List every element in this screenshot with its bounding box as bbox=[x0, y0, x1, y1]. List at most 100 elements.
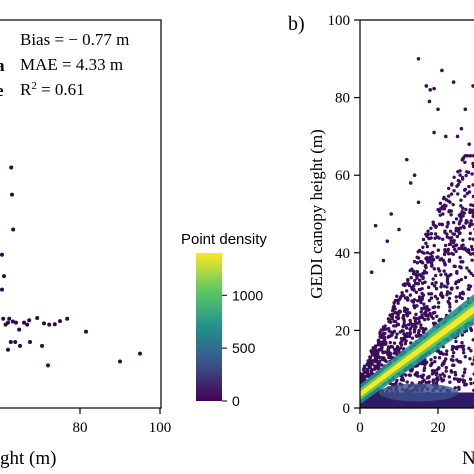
panel-b-cloud-point bbox=[458, 169, 462, 173]
panel-b-cloud-point bbox=[426, 317, 430, 321]
panel-b-cloud-point bbox=[445, 293, 449, 297]
panel-b-cloud-point bbox=[439, 376, 443, 380]
panel-b-cloud-point bbox=[393, 348, 398, 352]
panel-b-cloud-point bbox=[403, 341, 408, 346]
panel-b-cloud-point bbox=[417, 329, 421, 333]
panel-b-outlier-point bbox=[397, 227, 401, 232]
panel-b-cloud-point bbox=[471, 214, 474, 219]
panel-b-cloud-point bbox=[426, 375, 431, 380]
panel-a-point bbox=[18, 343, 22, 348]
panel-b-cloud-point bbox=[424, 380, 428, 385]
panel-b-cloud-point bbox=[386, 348, 391, 352]
panel-b-cloud-point bbox=[461, 344, 466, 348]
panel-b-cloud-point bbox=[438, 317, 442, 322]
panel-b-cloud-point bbox=[455, 234, 460, 239]
panel-b-cloud-point bbox=[449, 209, 454, 213]
panel-b-cloud-point bbox=[439, 273, 443, 277]
panel-b-cloud-point bbox=[471, 164, 474, 169]
panel-b-cloud-point bbox=[408, 318, 412, 323]
panel-b-cloud-point bbox=[433, 355, 437, 360]
panel-b-cloud-point bbox=[399, 343, 404, 347]
panel-b-cloud-point bbox=[442, 269, 446, 273]
panel-b-cloud-point bbox=[438, 292, 443, 297]
panel-b-cloud-point bbox=[465, 170, 469, 174]
panel-b-cloud-point bbox=[448, 309, 452, 313]
panel-b-cloud-point bbox=[375, 364, 380, 368]
panel-b-cloud-point bbox=[444, 352, 449, 356]
panel-b-cloud-point bbox=[414, 371, 419, 375]
panel-b-cloud-point bbox=[469, 271, 473, 276]
panel-b-cloud-point bbox=[444, 249, 448, 253]
panel-b-cloud-point bbox=[425, 306, 429, 311]
panel-b-cloud-point bbox=[437, 366, 441, 370]
panel-b-outlier-point bbox=[412, 173, 417, 177]
panel-b-cloud-point bbox=[400, 294, 404, 298]
panel-b-cloud-point bbox=[454, 229, 458, 233]
panel-b-cloud-point bbox=[407, 282, 411, 286]
panel-b-density-band-yellow bbox=[360, 305, 474, 398]
panel-b-cloud-point bbox=[436, 255, 440, 259]
panel-b-density-cloud bbox=[360, 154, 474, 408]
panel-a-point bbox=[10, 319, 15, 324]
panel-b-label: b) bbox=[288, 13, 305, 35]
panel-b-cloud-point bbox=[444, 198, 449, 202]
panel-b-cloud-point bbox=[433, 284, 437, 288]
panel-b-cloud-point bbox=[430, 257, 435, 261]
panel-b-cloud-point bbox=[429, 363, 433, 367]
panel-b-cloud-point bbox=[394, 335, 398, 340]
colorbar-tick-label: 500 bbox=[232, 340, 256, 356]
panel-b-cloud-point bbox=[468, 224, 472, 228]
panel-b-cloud-point bbox=[404, 289, 409, 293]
panel-b-cloud-point bbox=[446, 194, 451, 198]
panel-b-cloud-point bbox=[441, 212, 445, 216]
panel-b-cloud-point bbox=[386, 335, 390, 339]
panel-b-cloud-point bbox=[409, 321, 413, 325]
panel-b-cloud-point bbox=[458, 180, 462, 184]
panel-b-y-tick-label: 0 bbox=[343, 401, 351, 417]
panel-b-cloud-point bbox=[452, 377, 457, 381]
panel-b-cloud-point bbox=[430, 369, 435, 373]
panel-b-cloud-point bbox=[424, 314, 428, 318]
panel-b-cloud-point bbox=[451, 344, 455, 349]
panel-b-cloud-point bbox=[445, 290, 450, 294]
panel-b-cloud-point bbox=[458, 255, 462, 260]
panel-a-point bbox=[14, 320, 18, 325]
panel-b-cloud-point bbox=[447, 186, 451, 191]
panel-b-cloud-point bbox=[460, 175, 465, 180]
panel-b-cloud-point bbox=[368, 355, 373, 360]
panel-b-cloud-point bbox=[377, 340, 381, 344]
panel-b-cloud-point bbox=[420, 379, 425, 384]
panel-b-outlier-point bbox=[428, 88, 433, 92]
edge-fragment-e: e bbox=[0, 81, 4, 100]
panel-b-cloud-point bbox=[421, 245, 425, 250]
panel-b-cloud-point bbox=[421, 275, 425, 280]
panel-b-cloud-point bbox=[463, 383, 467, 387]
panel-b-cloud-point bbox=[451, 244, 456, 249]
panel-b-cloud-point bbox=[433, 273, 438, 278]
panel-b-cloud-point bbox=[471, 211, 474, 215]
panel-b-cloud-point bbox=[403, 323, 407, 328]
panel-b-cloud-point bbox=[457, 213, 462, 218]
panel-b-cloud-point bbox=[453, 370, 457, 375]
panel-b-outlier-point bbox=[471, 161, 474, 166]
panel-b-cloud-point bbox=[378, 332, 382, 336]
panel-b-cloud-point bbox=[459, 198, 463, 202]
panel-a-point bbox=[13, 340, 18, 345]
panel-b-cloud-point bbox=[451, 220, 456, 225]
panel-b-cloud-point bbox=[460, 341, 464, 345]
panel-b-cloud-point bbox=[438, 201, 443, 206]
panel-b-cloud-point bbox=[455, 358, 459, 362]
panel-b-cloud-point bbox=[441, 378, 446, 382]
panel-b-cloud-point bbox=[464, 173, 468, 178]
panel-b-cloud-point bbox=[405, 380, 409, 384]
panel-b-cloud-point bbox=[470, 172, 474, 176]
panel-b-cloud-point bbox=[468, 231, 473, 236]
panel-b-cloud-point bbox=[444, 365, 448, 370]
panel-b-cloud-point bbox=[469, 203, 473, 207]
panel-b-cloud-point bbox=[460, 210, 464, 214]
panel-b-cloud-point bbox=[455, 270, 459, 274]
panel-a-point bbox=[22, 320, 26, 325]
panel-b-cloud-point bbox=[460, 244, 464, 248]
panel-b-cloud-point bbox=[429, 226, 433, 230]
